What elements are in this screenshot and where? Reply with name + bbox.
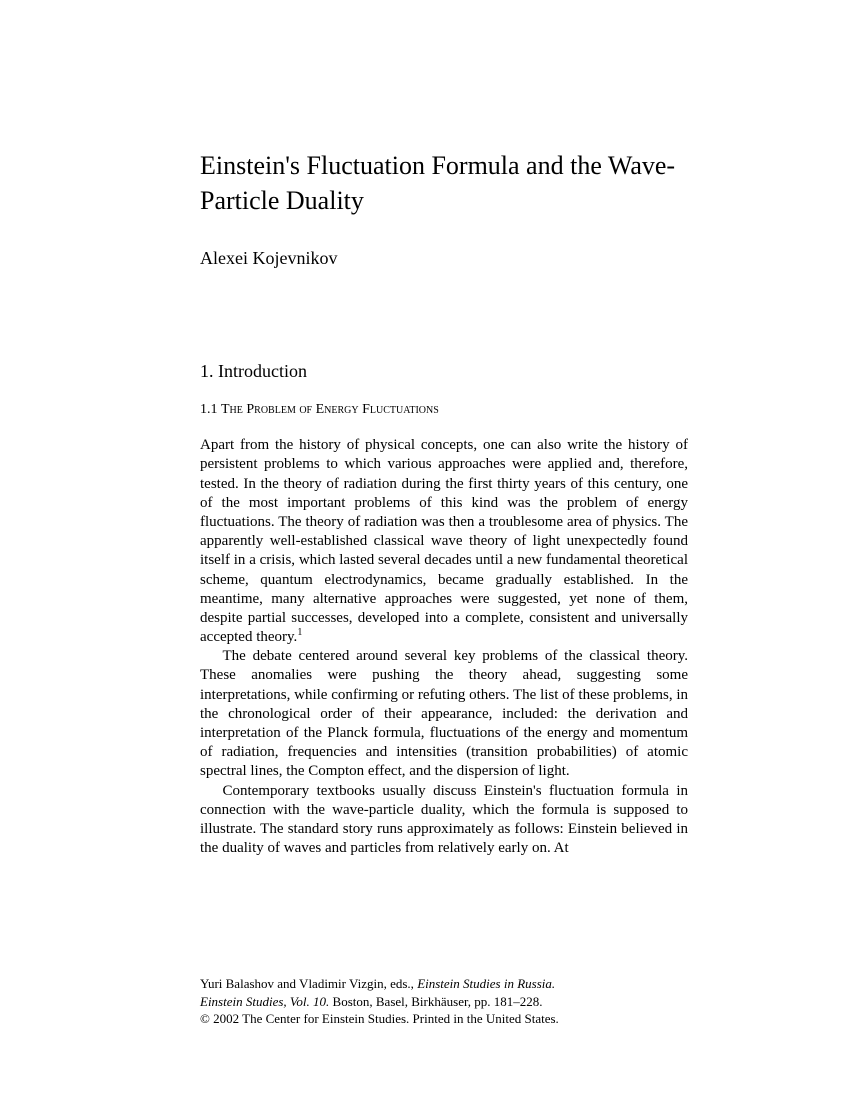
paragraph-2: The debate centered around several key p… — [200, 647, 688, 781]
footer-line-2: Einstein Studies, Vol. 10. Boston, Basel… — [200, 993, 688, 1011]
section-number: 1. — [200, 361, 214, 381]
footer-book-title: Einstein Studies in Russia. — [417, 976, 555, 991]
body-text: Apart from the history of physical conce… — [200, 436, 688, 858]
subsection-number: 1.1 — [200, 402, 218, 417]
footer-line-1: Yuri Balashov and Vladimir Vizgin, eds.,… — [200, 975, 688, 993]
paper-title: Einstein's Fluctuation Formula and the W… — [200, 148, 688, 218]
subsection-name: The Problem of Energy Fluctuations — [221, 402, 439, 417]
footer-line-3: © 2002 The Center for Einstein Studies. … — [200, 1010, 688, 1028]
section-name: Introduction — [218, 361, 307, 381]
author-name: Alexei Kojevnikov — [200, 248, 688, 269]
paragraph-3: Contemporary textbooks usually discuss E… — [200, 782, 688, 859]
footer-citation: Yuri Balashov and Vladimir Vizgin, eds.,… — [200, 975, 688, 1028]
page-content: Einstein's Fluctuation Formula and the W… — [200, 148, 688, 858]
paragraph-1: Apart from the history of physical conce… — [200, 436, 688, 647]
footnote-ref-1: 1 — [297, 627, 302, 638]
footer-series: Einstein Studies, Vol. 10. — [200, 994, 329, 1009]
footer-editors: Yuri Balashov and Vladimir Vizgin, eds., — [200, 976, 417, 991]
footer-publisher: Boston, Basel, Birkhäuser, pp. 181–228. — [329, 994, 542, 1009]
section-heading: 1. Introduction — [200, 361, 688, 382]
subsection-heading: 1.1 The Problem of Energy Fluctuations — [200, 402, 688, 418]
paragraph-1-text: Apart from the history of physical conce… — [200, 437, 688, 645]
